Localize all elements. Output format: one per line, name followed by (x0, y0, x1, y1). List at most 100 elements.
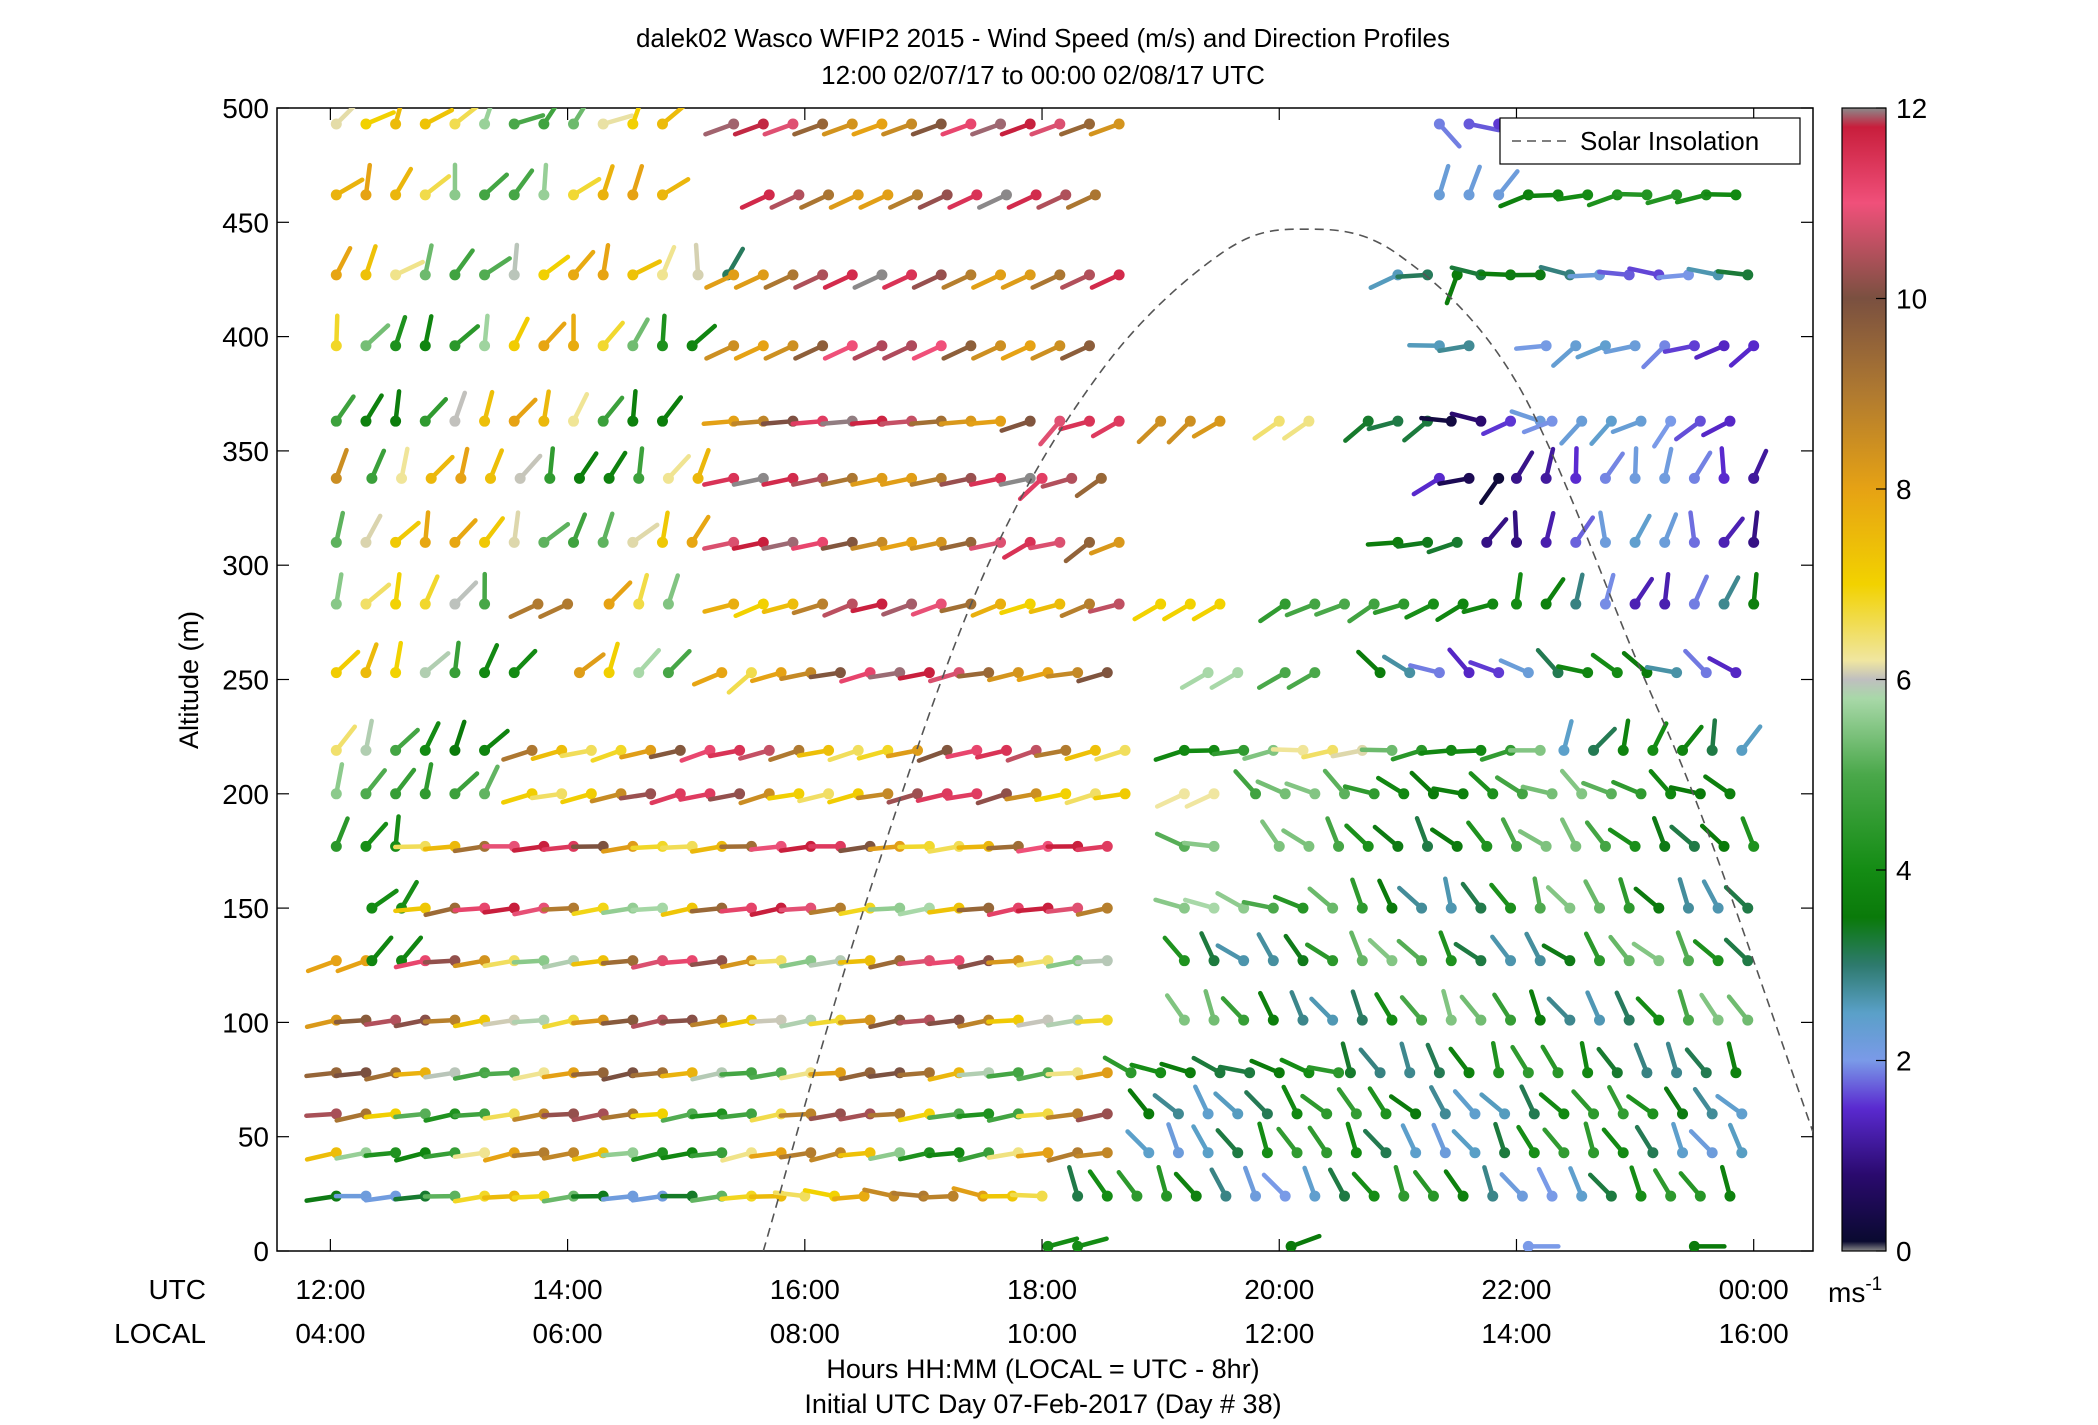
wind-barb (1399, 1041, 1416, 1079)
wind-barb-point (1386, 744, 1398, 756)
wind-barb (1571, 1089, 1600, 1120)
wind-barb (1540, 577, 1566, 610)
wind-barb (1182, 897, 1220, 914)
wind-barb-point (1647, 1147, 1659, 1159)
wind-barb (855, 788, 894, 801)
wind-barb (1075, 902, 1113, 917)
wind-barb-point (775, 955, 787, 967)
wind-barb (360, 162, 373, 201)
wind-barb-point (1505, 955, 1517, 967)
wind-barb (449, 640, 461, 679)
wind-barb-point (1445, 955, 1457, 967)
wind-barb (1029, 118, 1066, 137)
wind-barb (1688, 510, 1700, 548)
wind-barb (1191, 598, 1226, 622)
colorbar-tick-label: 2 (1896, 1046, 1912, 1077)
wind-barb-point (1641, 189, 1653, 201)
wind-barb-point (360, 744, 372, 756)
wind-barb (920, 1190, 959, 1202)
wind-barb (419, 243, 434, 281)
wind-barb (393, 902, 431, 914)
wind-barb (1437, 472, 1475, 486)
wind-barb (390, 389, 402, 427)
wind-barb (1727, 1122, 1748, 1159)
wind-barb (1699, 992, 1724, 1026)
wind-barb (885, 744, 923, 759)
wind-barb-point (419, 340, 431, 352)
wind-barb (1345, 1121, 1362, 1159)
wind-barb-point (1718, 472, 1730, 484)
wind-barb (360, 323, 391, 352)
wind-barb (1075, 1147, 1113, 1159)
wind-barb-point (1617, 744, 1629, 756)
wind-barb-point (686, 536, 698, 548)
wind-barb-point (1588, 1147, 1600, 1159)
wind-barb-point (1528, 1108, 1540, 1120)
wind-barb-point (1303, 840, 1315, 852)
wind-barb-point (1463, 667, 1475, 679)
wind-barb (799, 189, 835, 210)
wind-barb (1468, 660, 1505, 679)
wind-barb-point (1605, 415, 1617, 427)
wind-barb-point (538, 1147, 550, 1159)
wind-barb (1510, 450, 1535, 484)
wind-barb-point (1475, 1014, 1487, 1026)
wind-barb (633, 572, 650, 610)
wind-barb (971, 340, 1007, 361)
wind-barb-point (757, 598, 769, 610)
wind-barb (1016, 955, 1054, 968)
wind-barb-point (1178, 788, 1190, 800)
wind-barb (1701, 415, 1736, 438)
wind-barb (822, 269, 858, 290)
wind-barb-point (1089, 189, 1101, 201)
wind-barb (733, 269, 769, 290)
wind-barb-point (834, 667, 846, 679)
wind-barb (1164, 993, 1190, 1026)
wind-barb-point (1297, 902, 1309, 914)
wind-barb (390, 727, 420, 756)
wind-barb (1255, 779, 1291, 800)
wind-barb (1715, 269, 1754, 281)
wind-barb (707, 788, 746, 802)
wind-barb-point (1688, 340, 1700, 352)
wind-barb (1343, 415, 1374, 443)
wind-barb (1617, 718, 1631, 756)
wind-barb (1635, 996, 1665, 1026)
wind-barb (568, 392, 590, 427)
wind-barb (956, 1108, 995, 1120)
wind-barb (1656, 269, 1694, 281)
wind-barb (881, 118, 918, 137)
colorbar-tick-label: 12 (1896, 93, 1927, 124)
wind-barb (597, 511, 615, 548)
wind-barb-point (390, 788, 402, 800)
wind-barb (1372, 598, 1410, 615)
wind-barb (998, 472, 1036, 487)
wind-barb-point (1748, 340, 1760, 352)
wind-barb (600, 1147, 639, 1159)
wind-barb (1358, 1047, 1386, 1079)
wind-barb-point (1327, 744, 1339, 756)
wind-barb (559, 744, 597, 759)
wind-barb-point (1706, 744, 1718, 756)
wind-barb-point (1338, 788, 1350, 800)
wind-barb-point (1386, 902, 1398, 914)
wind-barb-point (627, 955, 639, 967)
wind-barb (733, 598, 769, 619)
wind-barb-point (882, 744, 894, 756)
wind-barb (808, 902, 846, 916)
wind-barb (1302, 1165, 1321, 1202)
wind-barb-point (716, 955, 728, 967)
y-tick-label: 400 (222, 322, 269, 353)
wind-barb (1701, 879, 1724, 914)
wind-barb-point (1060, 788, 1072, 800)
wind-barb-point (538, 189, 550, 201)
wind-barb (455, 446, 470, 484)
x-tick-label-utc: 12:00 (295, 1274, 365, 1305)
wind-barb (1498, 658, 1534, 679)
wind-barb (867, 1108, 906, 1120)
wind-barb (917, 189, 953, 210)
wind-barb-point (1706, 1108, 1718, 1120)
wind-barb-point (1617, 1108, 1629, 1120)
wind-barb (1426, 536, 1463, 555)
wind-barb (1344, 823, 1374, 852)
